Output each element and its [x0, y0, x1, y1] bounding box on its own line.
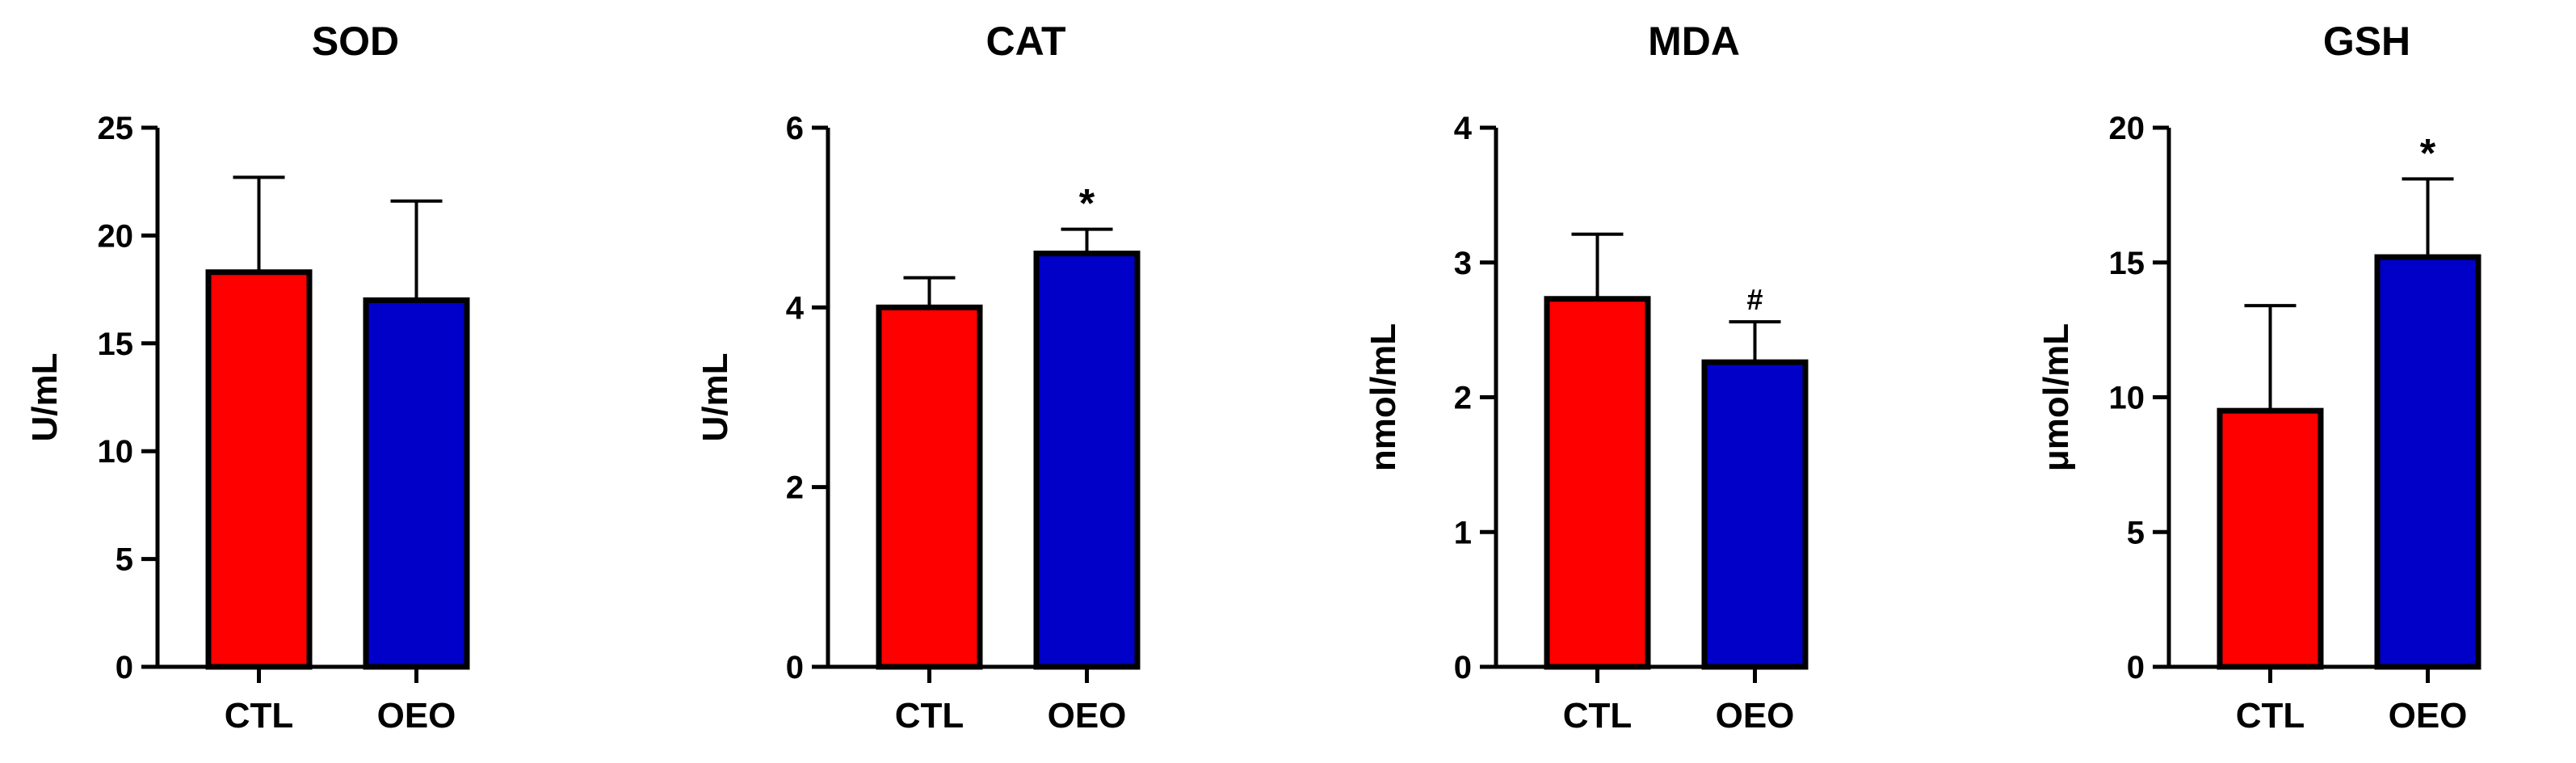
- bar-oeo: [2374, 254, 2481, 670]
- y-tick-label: 3: [1454, 246, 1472, 281]
- chart-title: CAT: [985, 19, 1065, 64]
- significance-marker: *: [2420, 130, 2436, 175]
- y-tick-label: 4: [1454, 111, 1473, 146]
- y-tick-label: 20: [98, 218, 134, 254]
- chart-panel-mda: MDA nmol/mL 0 1 2 3 4 CTL OEO #: [1364, 19, 1809, 736]
- y-axis-label: nmol/mL: [1364, 323, 1403, 471]
- x-tick-label: CTL: [895, 696, 964, 736]
- x-tick-label: OEO: [2389, 696, 2468, 736]
- y-tick-label: 15: [98, 327, 134, 362]
- y-tick-label: 5: [2127, 515, 2145, 550]
- chart-title: MDA: [1648, 19, 1740, 64]
- y-tick-label: 15: [2109, 246, 2145, 281]
- y-tick-label: 4: [786, 290, 805, 326]
- x-tick-label: OEO: [1716, 696, 1795, 736]
- x-tick-label: OEO: [377, 696, 456, 736]
- x-tick-label: OEO: [1048, 696, 1127, 736]
- y-tick-label: 0: [786, 650, 804, 685]
- y-tick-label: 0: [116, 650, 133, 685]
- y-tick-label: 1: [1454, 515, 1472, 550]
- x-tick-label: CTL: [2236, 696, 2305, 736]
- significance-marker: *: [1079, 181, 1095, 226]
- y-axis-label: U/mL: [25, 353, 65, 442]
- y-tick-label: 25: [98, 111, 134, 146]
- y-tick-label: 5: [116, 542, 133, 578]
- chart-panel-cat: CAT U/mL 0 2 4 6 CTL OEO *: [695, 19, 1141, 736]
- y-tick-label: 0: [2127, 650, 2145, 685]
- chart-panel-gsh: GSH μmol/mL 0 5 10 15 20 CTL OEO *: [2036, 19, 2481, 736]
- y-tick-label: 2: [1454, 381, 1472, 416]
- bar-ctl: [205, 269, 313, 670]
- chart-title: SOD: [312, 19, 399, 64]
- y-tick-label: 0: [1454, 650, 1472, 685]
- x-tick-label: CTL: [225, 696, 294, 736]
- y-tick-label: 10: [98, 434, 134, 470]
- y-axis-label: μmol/mL: [2036, 323, 2076, 471]
- chart-panel-sod: SOD U/mL 0 5 10 15 20 25 CTL OEO: [25, 19, 470, 736]
- bar-ctl: [2217, 407, 2324, 670]
- bar-oeo: [363, 297, 470, 670]
- y-tick-label: 10: [2109, 381, 2145, 416]
- y-axis-label: U/mL: [695, 353, 735, 442]
- y-tick-label: 20: [2109, 111, 2145, 146]
- chart-title: GSH: [2323, 19, 2410, 64]
- significance-marker: #: [1746, 283, 1763, 316]
- x-tick-label: CTL: [1563, 696, 1633, 736]
- bar-oeo: [1701, 359, 1809, 670]
- y-tick-label: 2: [786, 470, 804, 506]
- y-tick-label: 6: [786, 111, 804, 146]
- bar-ctl: [1544, 296, 1651, 670]
- bar-oeo: [1033, 251, 1141, 670]
- bar-ctl: [876, 304, 983, 670]
